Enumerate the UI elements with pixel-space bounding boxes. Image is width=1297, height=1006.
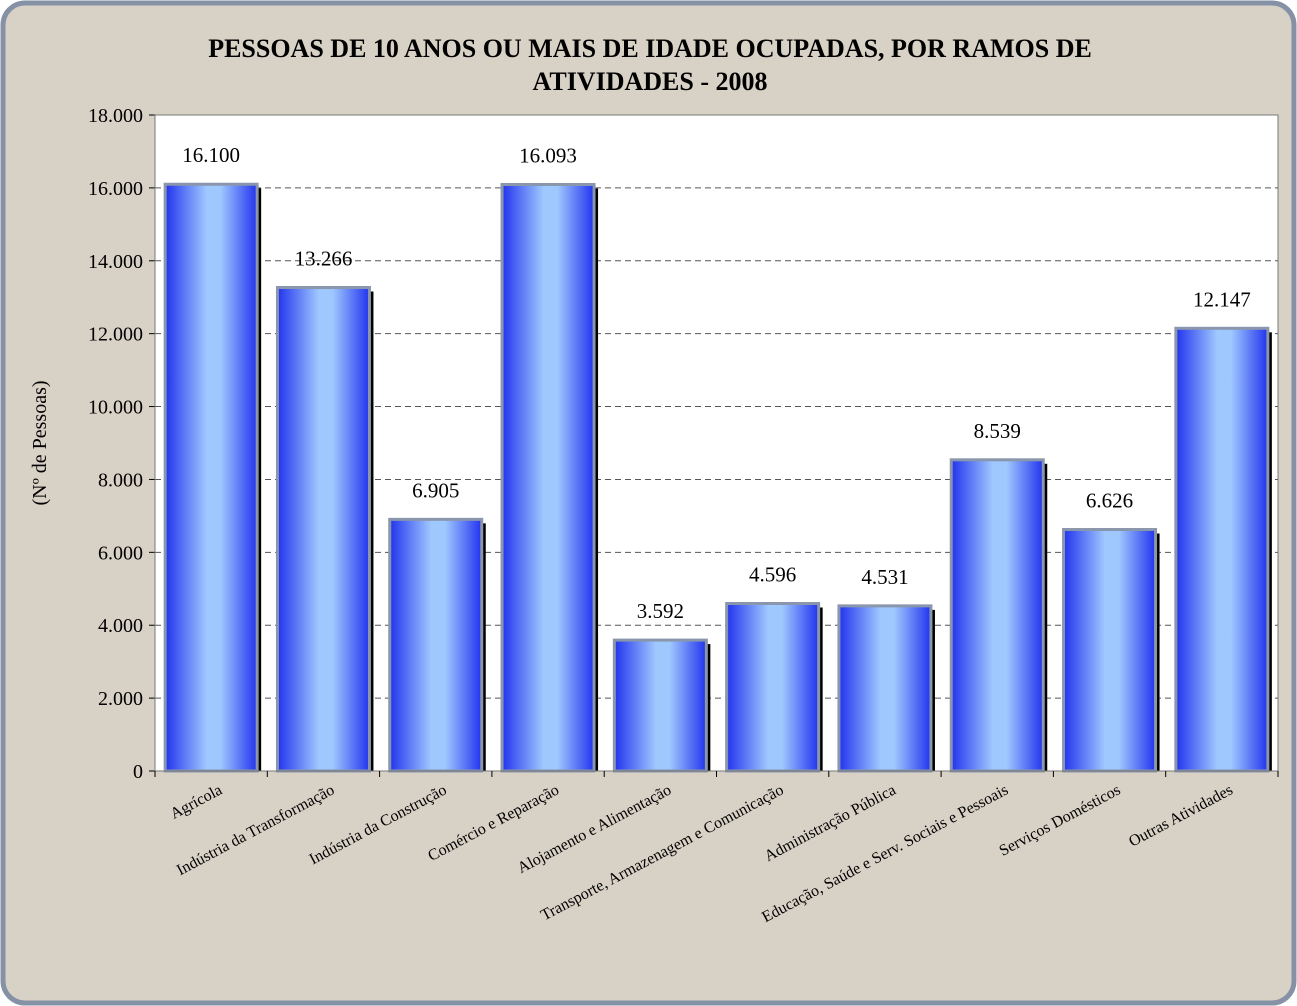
y-axis-label: (Nº de Pessoas) (29, 380, 51, 505)
chart-title: PESSOAS DE 10 ANOS OU MAIS DE IDADE OCUP… (208, 34, 1092, 96)
value-label: 16.093 (519, 143, 577, 167)
bar (163, 182, 259, 773)
value-label: 4.531 (861, 565, 908, 589)
value-label: 12.147 (1193, 287, 1251, 311)
bar (500, 182, 596, 773)
y-tick-label: 2.000 (98, 688, 143, 710)
y-tick-label: 14.000 (88, 251, 143, 273)
y-tick-label: 4.000 (98, 615, 143, 637)
y-tick-label: 16.000 (88, 178, 143, 200)
bar (275, 286, 371, 773)
value-label: 8.539 (974, 419, 1021, 443)
y-tick-label: 6.000 (98, 542, 143, 564)
bar (388, 517, 484, 773)
y-tick-label: 18.000 (88, 105, 143, 127)
value-label: 6.905 (412, 478, 459, 502)
value-label: 6.626 (1086, 489, 1133, 513)
value-label: 16.100 (182, 143, 240, 167)
value-label: 3.592 (637, 599, 684, 623)
y-tick-label: 0 (133, 761, 143, 783)
y-tick-label: 8.000 (98, 469, 143, 491)
bar (612, 638, 708, 773)
y-tick-label: 10.000 (88, 397, 143, 419)
value-label: 4.596 (749, 563, 796, 587)
y-tick-label: 12.000 (88, 324, 143, 346)
value-label: 13.266 (295, 247, 353, 271)
bar (1174, 326, 1270, 773)
bar (949, 458, 1045, 773)
bar (837, 604, 933, 773)
bar (725, 602, 821, 773)
bar (1062, 528, 1158, 773)
